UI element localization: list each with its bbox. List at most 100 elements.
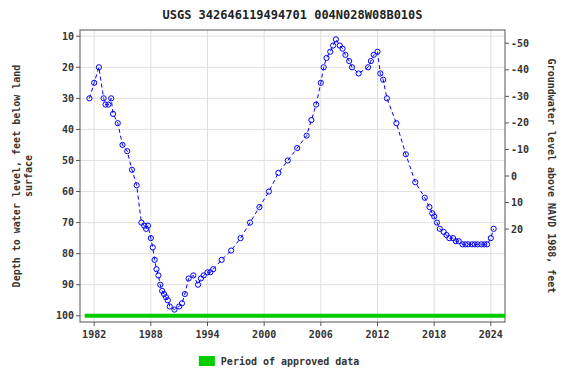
grid-line	[80, 284, 505, 285]
tick-label: 80	[62, 248, 74, 259]
tick-label: 60	[62, 186, 74, 197]
data-point	[229, 248, 234, 253]
tick-label: 20	[511, 224, 523, 235]
data-point	[365, 65, 370, 70]
tick	[505, 229, 509, 230]
legend-swatch	[199, 356, 215, 366]
grid-line	[320, 30, 321, 322]
data-point	[349, 65, 354, 70]
data-point	[106, 102, 111, 107]
data-point	[381, 77, 386, 82]
tick-label: -30	[511, 91, 529, 102]
plot-data	[85, 37, 505, 316]
data-point	[488, 236, 493, 241]
tick-label: 0	[511, 171, 517, 182]
tick	[490, 322, 491, 326]
tick	[320, 322, 321, 326]
tick-label: 90	[62, 279, 74, 290]
tick-label: 2000	[252, 329, 276, 340]
tick	[505, 176, 509, 177]
tick-label: 10	[511, 197, 523, 208]
grid	[80, 30, 505, 322]
tick	[76, 67, 80, 68]
approved-period-bar	[85, 314, 505, 318]
tick	[207, 322, 208, 326]
tick	[94, 322, 95, 326]
tick-label: -40	[511, 64, 529, 75]
tick-label: 2024	[479, 329, 503, 340]
background	[0, 0, 576, 384]
tick	[76, 160, 80, 161]
y-axis-label: Depth to water level, feet below landsur…	[11, 65, 34, 288]
data-point	[375, 49, 380, 54]
tick	[76, 253, 80, 254]
tick	[76, 222, 80, 223]
tick-label: 2006	[309, 329, 333, 340]
data-point	[384, 96, 389, 101]
data-point	[347, 58, 352, 63]
data-point	[314, 102, 319, 107]
data-point	[148, 236, 153, 241]
data-point	[450, 236, 455, 241]
data-point	[238, 236, 243, 241]
grid-line	[80, 36, 505, 37]
data-point	[109, 96, 114, 101]
data-point	[434, 220, 439, 225]
grid-line	[150, 30, 151, 322]
data-point	[266, 189, 271, 194]
data-point	[191, 273, 196, 278]
tick	[264, 322, 265, 326]
data-point	[198, 276, 203, 281]
data-point	[368, 58, 373, 63]
data-point	[92, 80, 97, 85]
data-point	[87, 96, 92, 101]
tick	[76, 191, 80, 192]
grid-line	[80, 253, 505, 254]
data-point	[158, 282, 163, 287]
data-point	[195, 282, 200, 287]
grid-line	[490, 30, 491, 322]
grid-line	[80, 315, 505, 316]
tick-label: -10	[511, 144, 529, 155]
chart: 1982198819942000200620122018202410203040…	[0, 0, 576, 384]
data-point	[101, 96, 106, 101]
tick-label: -50	[511, 38, 529, 49]
data-point	[156, 273, 161, 278]
data-point	[134, 183, 139, 188]
title: USGS 342646119494701 004N028W08B010S	[162, 8, 422, 22]
data-point	[285, 158, 290, 163]
data-point	[331, 43, 336, 48]
grid-line	[94, 30, 95, 322]
data-point	[257, 204, 262, 209]
data-point	[356, 71, 361, 76]
tick	[76, 284, 80, 285]
data-point	[295, 145, 300, 150]
grid-line	[80, 67, 505, 68]
data-point	[172, 307, 177, 312]
tick-label: 20	[62, 62, 74, 73]
data-point	[219, 257, 224, 262]
data-point	[491, 226, 496, 231]
plot-frame	[80, 30, 505, 322]
grid-line	[80, 129, 505, 130]
data-point	[152, 257, 157, 262]
data-point	[343, 52, 348, 57]
data-point	[182, 291, 187, 296]
data-point	[186, 276, 191, 281]
data-point	[304, 133, 309, 138]
tick	[505, 122, 509, 123]
tick-label: 1988	[139, 329, 163, 340]
tick-label: 70	[62, 217, 74, 228]
data-point	[167, 304, 172, 309]
tick	[76, 98, 80, 99]
tick-label: 2018	[422, 329, 446, 340]
legend: Period of approved data	[199, 356, 359, 367]
tick	[505, 96, 509, 97]
y2-axis-label: Groundwater level above NAVD 1988, feet	[546, 59, 557, 294]
data-point	[96, 65, 101, 70]
tick	[76, 315, 80, 316]
data-point	[208, 270, 213, 275]
data-point	[444, 232, 449, 237]
tick-label: 2012	[365, 329, 389, 340]
data-point	[403, 152, 408, 157]
